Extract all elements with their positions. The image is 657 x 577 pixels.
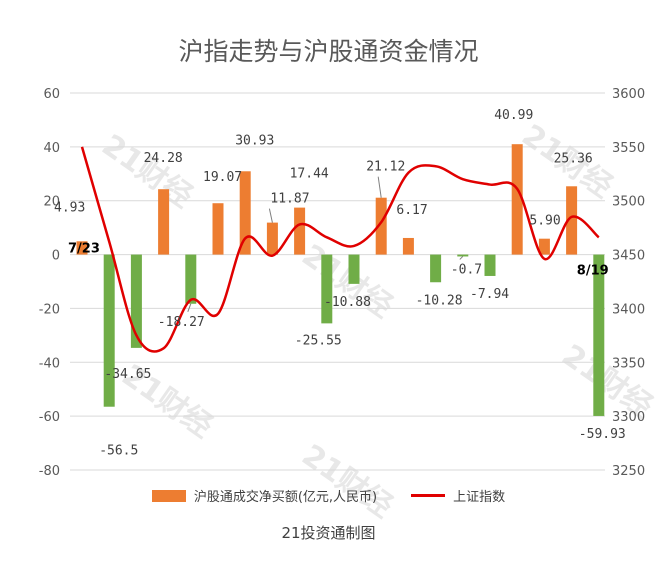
bar [321,254,333,324]
legend-label-index: 上证指数 [453,490,506,505]
bar-data-label: -7.94 [470,287,509,302]
bar [294,207,306,255]
watermark: 21财经 [95,128,198,215]
y-left-tick-label: 40 [43,141,60,156]
chart-legend: 沪股通成交净买额(亿元,人民币) 上证指数 [0,486,657,505]
bar-data-label: -10.28 [416,293,463,308]
y-right-tick-label: 3550 [612,141,645,156]
y-left-tick-label: -60 [39,410,60,425]
bar-data-label: 25.36 [554,151,593,166]
chart-source: 21投资通制图 [281,524,376,542]
legend-swatch-bar [151,489,186,502]
bar [484,254,496,276]
label-leader-line [459,256,464,260]
bar-data-label: 21.12 [366,160,405,175]
bar-data-label: -18.27 [158,315,205,330]
y-left-tick-label: 20 [43,195,60,210]
bar-data-label: 19.07 [203,170,242,185]
bar [430,254,442,283]
y-right-tick-label: 3500 [612,195,645,210]
bar-data-label: 6.17 [396,203,427,218]
y-right-tick-label: 3450 [612,249,645,264]
bar-data-label: 24.28 [144,151,183,166]
bar [402,237,414,255]
y-left-tick-label: 60 [43,87,60,102]
y-left-tick-label: -20 [39,302,60,317]
bar-data-label: 4.93 [54,200,85,215]
legend-item-index: 上证指数 [411,486,505,505]
bar [103,254,115,407]
bar [185,254,197,304]
bar [266,222,278,255]
legend-item-net-buy: 沪股通成交净买额(亿元,人民币) [151,486,378,505]
y-left-tick-label: -40 [39,356,60,371]
y-right-tick-label: 3300 [612,410,645,425]
bar-data-label: -34.65 [104,367,151,382]
y-right-tick-label: 3400 [612,302,645,317]
label-leader-line [187,303,192,312]
label-leader-line [268,208,273,223]
bar [239,171,251,255]
bar-data-label: 5.90 [529,214,560,229]
legend-label-net-buy: 沪股通成交净买额(亿元,人民币) [193,490,378,505]
y-left-tick-label: 0 [52,249,60,264]
bar [593,254,605,416]
bar [348,254,360,284]
bar-data-label: -10.88 [324,295,371,310]
bar [130,254,142,348]
bar-data-label: -59.93 [579,427,626,442]
bar [511,144,523,255]
bar-data-label: 17.44 [290,167,329,182]
index-line [80,146,600,353]
bar-data-label: -56.5 [99,444,138,459]
y-right-tick-label: 3250 [612,464,645,479]
y-right-tick-label: 3600 [612,87,645,102]
x-label-last: 8/19 [577,264,609,279]
bar [538,238,550,255]
label-leader-line [377,176,382,198]
legend-swatch-line [411,494,446,497]
bar [76,241,88,255]
bar [375,197,387,255]
bar-data-label: 30.93 [235,133,274,148]
x-label-first: 7/23 [68,242,100,257]
bar [212,203,224,255]
y-right-tick-label: 3350 [612,356,645,371]
bar [158,189,170,255]
bar [457,254,469,257]
bar [566,186,578,255]
bar-data-label: 11.87 [270,192,309,207]
y-left-tick-label: -80 [39,464,60,479]
bar-data-label: 40.99 [494,108,533,123]
bar-data-label: -0.7 [451,262,482,277]
watermark: 21财经 [295,438,398,525]
bar-data-label: -25.55 [295,333,342,348]
chart-title: 沪指走势与沪股通资金情况 [178,37,479,66]
